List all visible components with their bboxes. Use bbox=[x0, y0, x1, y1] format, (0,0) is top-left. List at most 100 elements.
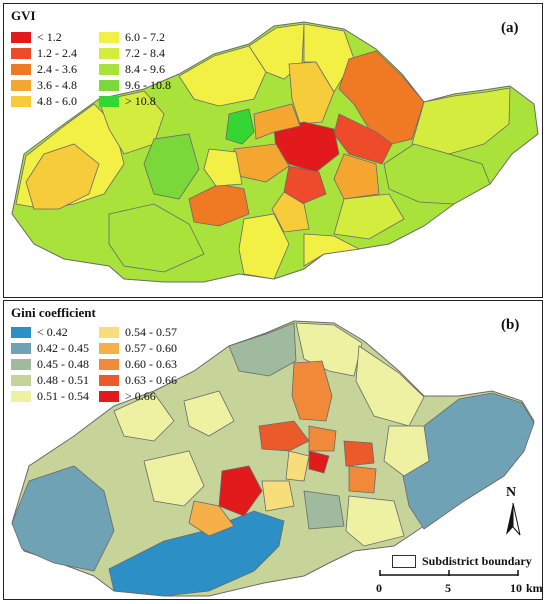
legend-item: 1.2 - 2.4 bbox=[11, 46, 99, 61]
scale-tick-0: 0 bbox=[376, 581, 382, 595]
legend-item: 0.42 - 0.45 bbox=[11, 341, 99, 356]
legend-label: 0.63 - 0.66 bbox=[125, 373, 177, 387]
district bbox=[303, 233, 361, 267]
legend-label: 0.57 - 0.60 bbox=[125, 341, 177, 355]
district bbox=[203, 148, 243, 187]
district bbox=[338, 50, 425, 145]
district bbox=[303, 490, 345, 530]
legend-label: 0.51 - 0.54 bbox=[37, 389, 89, 403]
legend-item: 0.51 - 0.54 bbox=[11, 389, 99, 404]
district bbox=[253, 103, 301, 140]
district bbox=[25, 143, 100, 210]
district bbox=[303, 23, 355, 93]
district bbox=[401, 392, 535, 530]
legend-label: 2.4 - 3.6 bbox=[37, 62, 77, 76]
district bbox=[108, 510, 285, 597]
gvi-map-panel: GVI (a) < 1.2 6.0 - 7.2 1.2 - 2.4 7.2 - … bbox=[3, 3, 543, 298]
gini-map-panel: Gini coefficient (b) < 0.42 0.54 - 0.57 … bbox=[3, 300, 543, 600]
scale-tick-5: 5 bbox=[445, 581, 451, 595]
district bbox=[113, 392, 175, 442]
boundary-label: Subdistrict boundary bbox=[422, 554, 532, 568]
district bbox=[343, 440, 375, 467]
legend-item: < 0.42 bbox=[11, 325, 99, 340]
legend-swatch bbox=[99, 32, 119, 43]
legend-swatch bbox=[99, 80, 119, 91]
legend-item: 9.6 - 10.8 bbox=[99, 78, 187, 93]
legend-swatch bbox=[11, 64, 31, 75]
legend-item: 0.57 - 0.60 bbox=[99, 341, 187, 356]
legend-swatch bbox=[99, 64, 119, 75]
legend-label: 9.6 - 10.8 bbox=[125, 78, 171, 92]
boundary-swatch bbox=[392, 555, 416, 568]
district bbox=[183, 390, 235, 437]
legend-label: 6.0 - 7.2 bbox=[125, 30, 165, 44]
legend-swatch bbox=[11, 343, 31, 354]
district bbox=[383, 143, 491, 205]
legend-swatch bbox=[11, 48, 31, 59]
district bbox=[333, 153, 380, 200]
panel-a-title: GVI bbox=[11, 8, 36, 23]
district bbox=[108, 203, 205, 273]
panel-b-label: (b) bbox=[501, 317, 520, 333]
legend-item: 8.4 - 9.6 bbox=[99, 62, 187, 77]
legend-swatch bbox=[11, 32, 31, 43]
legend-item: 0.45 - 0.48 bbox=[11, 357, 99, 372]
legend-label: 8.4 - 9.6 bbox=[125, 62, 165, 76]
district bbox=[308, 450, 330, 474]
district bbox=[225, 108, 255, 145]
panel-a-label: (a) bbox=[501, 20, 519, 36]
district bbox=[143, 450, 205, 507]
legend-item: 0.60 - 0.63 bbox=[99, 357, 187, 372]
legend-swatch bbox=[11, 327, 31, 338]
district bbox=[218, 465, 263, 517]
legend-item: 7.2 - 8.4 bbox=[99, 46, 187, 61]
district bbox=[333, 193, 405, 240]
district bbox=[271, 191, 310, 233]
legend-item: 4.8 - 6.0 bbox=[11, 94, 99, 109]
legend-label: 0.45 - 0.48 bbox=[37, 357, 89, 371]
scale-tick-10: 10 bbox=[510, 581, 522, 595]
legend-label: 4.8 - 6.0 bbox=[37, 94, 77, 108]
district bbox=[258, 420, 310, 452]
district bbox=[228, 322, 297, 377]
district bbox=[308, 425, 337, 452]
district bbox=[345, 495, 405, 547]
legend-swatch bbox=[99, 391, 119, 402]
legend-label: 0.54 - 0.57 bbox=[125, 325, 177, 339]
legend-item: > 0.66 bbox=[99, 389, 187, 404]
legend-label: 1.2 - 2.4 bbox=[37, 46, 77, 60]
legend-swatch bbox=[11, 80, 31, 91]
legend-swatch bbox=[99, 48, 119, 59]
legend-item: 3.6 - 4.8 bbox=[11, 78, 99, 93]
district bbox=[383, 425, 430, 477]
gvi-legend: < 1.2 6.0 - 7.2 1.2 - 2.4 7.2 - 8.4 2.4 … bbox=[11, 30, 187, 109]
district bbox=[11, 465, 115, 572]
legend-label: > 0.66 bbox=[125, 389, 156, 403]
scale-unit: km bbox=[526, 581, 543, 595]
legend-swatch bbox=[99, 359, 119, 370]
district bbox=[348, 465, 377, 494]
legend-swatch bbox=[11, 375, 31, 386]
legend-swatch bbox=[99, 343, 119, 354]
legend-swatch bbox=[99, 327, 119, 338]
scale-bar bbox=[379, 570, 519, 576]
legend-item: > 10.8 bbox=[99, 94, 187, 109]
legend-label: < 0.42 bbox=[37, 325, 68, 339]
legend-item: < 1.2 bbox=[11, 30, 99, 45]
district bbox=[291, 360, 333, 422]
legend-label: 0.48 - 0.51 bbox=[37, 373, 89, 387]
legend-swatch bbox=[11, 96, 31, 107]
gini-map bbox=[11, 320, 535, 597]
north-arrow-icon: N bbox=[502, 485, 524, 539]
legend-item: 0.54 - 0.57 bbox=[99, 325, 187, 340]
legend-item: 6.0 - 7.2 bbox=[99, 30, 187, 45]
legend-swatch bbox=[11, 391, 31, 402]
gvi-map bbox=[11, 21, 539, 283]
legend-swatch bbox=[99, 96, 119, 107]
district bbox=[238, 213, 290, 280]
legend-item: 0.63 - 0.66 bbox=[99, 373, 187, 388]
legend-swatch bbox=[99, 375, 119, 386]
panel-b-title: Gini coefficient bbox=[11, 305, 96, 320]
district bbox=[283, 165, 327, 205]
legend-item: 2.4 - 3.6 bbox=[11, 62, 99, 77]
